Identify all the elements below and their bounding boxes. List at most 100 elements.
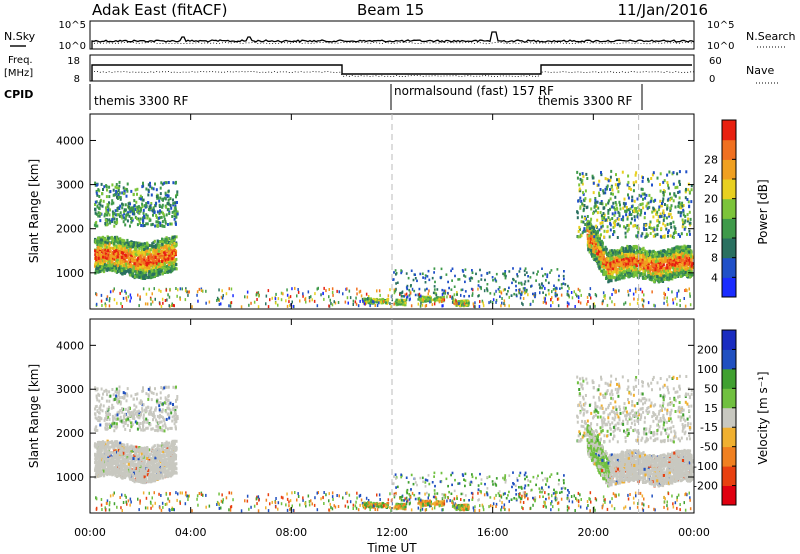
power-cell	[173, 304, 175, 308]
power-cell	[138, 211, 141, 215]
power-cell	[607, 272, 610, 276]
power-cell	[638, 261, 641, 264]
power-cell	[165, 267, 168, 271]
power-cell	[101, 259, 104, 263]
power-cell	[600, 225, 603, 229]
power-cell	[597, 247, 600, 251]
power-cell	[146, 257, 149, 261]
power-cell	[644, 224, 647, 228]
power-cell	[465, 301, 468, 305]
power-cell	[173, 252, 176, 255]
power-cell	[584, 223, 587, 226]
power-cell	[668, 170, 671, 174]
power-cell	[606, 225, 609, 229]
power-cell	[154, 245, 157, 249]
power-cell	[458, 302, 460, 306]
power-cell	[115, 221, 118, 225]
power-cell	[202, 289, 204, 293]
power-cell	[142, 224, 145, 228]
power-cell	[654, 272, 657, 276]
power-cell	[383, 300, 385, 303]
power-cell	[161, 256, 164, 260]
power-cell	[151, 242, 154, 246]
power-cell	[661, 202, 663, 205]
power-cell	[647, 179, 650, 183]
power-cell	[642, 272, 645, 276]
power-cell	[495, 289, 497, 293]
power-cell	[651, 173, 654, 177]
power-cell	[592, 181, 595, 185]
power-cell	[590, 237, 593, 241]
power-cell	[396, 302, 399, 306]
power-cell	[170, 258, 173, 262]
power-cell	[657, 269, 660, 273]
power-cell	[116, 186, 118, 190]
power-cell	[138, 275, 141, 279]
power-cell	[155, 248, 158, 251]
power-cell	[164, 253, 167, 257]
power-cell	[127, 211, 130, 215]
power-cell	[632, 224, 635, 228]
power-cell	[106, 238, 109, 242]
power-cell	[604, 218, 607, 222]
power-cell	[158, 271, 161, 275]
power-cell	[377, 299, 380, 303]
power-cell	[98, 206, 100, 210]
power-cell	[669, 212, 672, 216]
power-cell	[600, 202, 603, 205]
power-cell	[640, 202, 643, 206]
power-cell	[127, 213, 130, 217]
power-cell	[595, 200, 598, 204]
power-cell	[349, 296, 352, 300]
power-cell	[143, 258, 146, 262]
cpid-segment-1: themis 3300 RF	[94, 94, 188, 108]
power-cell	[129, 224, 131, 228]
power-cell	[600, 257, 603, 261]
power-cell	[542, 300, 545, 304]
power-cell	[395, 298, 398, 302]
power-cell	[122, 250, 126, 254]
power-cell	[611, 267, 614, 271]
power-cell	[174, 201, 177, 205]
power-cell	[627, 227, 630, 231]
power-cell	[297, 288, 299, 291]
power-cell	[615, 289, 617, 293]
power-cell	[101, 238, 104, 242]
power-cell	[113, 262, 116, 266]
power-cell	[681, 261, 684, 265]
power-cell	[97, 214, 100, 218]
power-cell	[587, 247, 590, 251]
power-cell	[631, 266, 634, 270]
power-cell	[615, 261, 618, 265]
power-cell	[671, 277, 674, 281]
power-cell	[654, 198, 657, 202]
power-cell	[629, 260, 632, 264]
power-cell	[420, 294, 422, 298]
power-cell	[686, 254, 690, 258]
power-cell	[175, 235, 178, 239]
power-cell	[138, 196, 141, 200]
power-cell	[143, 248, 146, 251]
power-cell	[97, 266, 100, 270]
power-cell	[683, 251, 686, 255]
power-cell	[152, 241, 155, 245]
power-cell	[627, 273, 630, 277]
power-cell	[152, 187, 155, 191]
power-cell	[142, 273, 145, 277]
power-cell	[621, 170, 624, 174]
power-cell	[613, 213, 616, 217]
power-cell	[126, 298, 128, 302]
power-cell	[176, 201, 178, 204]
power-cell	[116, 266, 119, 270]
power-cell	[655, 276, 658, 280]
power-cell	[156, 244, 159, 248]
power-cell	[610, 266, 613, 270]
power-cell	[622, 265, 625, 269]
power-cell	[596, 234, 599, 238]
power-cell	[172, 262, 175, 265]
power-cell	[681, 225, 684, 229]
power-cell	[664, 224, 667, 228]
power-cell	[597, 252, 600, 256]
power-cell	[601, 216, 604, 220]
power-cell	[584, 189, 587, 193]
